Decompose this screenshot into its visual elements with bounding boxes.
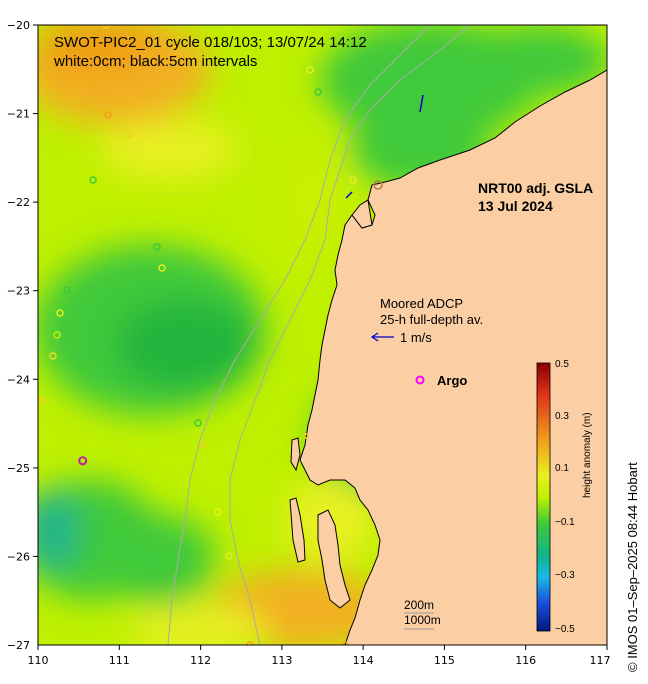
adcp-scale-arrow bbox=[370, 332, 394, 342]
y-tick-label: −25 bbox=[7, 462, 30, 475]
adcp-legend-subtitle: 25-h full-depth av. bbox=[380, 312, 484, 327]
adcp-vectors bbox=[345, 94, 424, 199]
x-tick-label: 110 bbox=[28, 654, 49, 667]
y-tick-label: −20 bbox=[7, 19, 30, 32]
product-date: 13 Jul 2024 bbox=[478, 198, 553, 214]
x-tick-label: 115 bbox=[434, 654, 455, 667]
x-tick-label: 112 bbox=[190, 654, 211, 667]
x-tick-label: 113 bbox=[271, 654, 292, 667]
bernier-island bbox=[290, 437, 301, 472]
argo-legend-icon bbox=[415, 375, 425, 385]
x-axis bbox=[37, 645, 608, 650]
x-tick-label: 117 bbox=[590, 654, 611, 667]
product-label: NRT00 adj. GSLA bbox=[478, 180, 594, 196]
exmouth-peninsula bbox=[351, 199, 373, 229]
isobath-1000m bbox=[167, 25, 431, 645]
y-tick-label: −26 bbox=[7, 550, 30, 563]
argo-legend-label: Argo bbox=[437, 373, 468, 388]
sla-blobs bbox=[38, 25, 607, 645]
colorbar-tick: −0.5 bbox=[555, 624, 575, 635]
map-title: SWOT-PIC2_01 cycle 018/103; 13/07/24 14:… bbox=[54, 34, 367, 51]
dirk-hartog-island bbox=[289, 497, 306, 563]
land bbox=[299, 69, 607, 645]
map-field bbox=[38, 25, 607, 645]
shark-bay-peninsula bbox=[317, 509, 351, 609]
x-tick-label: 114 bbox=[353, 654, 374, 667]
adcp-scale-label: 1 m/s bbox=[400, 330, 432, 345]
y-tick-label: −22 bbox=[7, 196, 30, 209]
colorbar-tick: 0.5 bbox=[555, 359, 569, 370]
argo-float-marker bbox=[78, 456, 88, 466]
plot-frame bbox=[37, 24, 608, 646]
y-axis bbox=[33, 24, 38, 557]
isobath-200m-label: 200m bbox=[404, 598, 435, 612]
y-tick-label: −27 bbox=[7, 639, 30, 652]
colorbar-tick: 0.3 bbox=[555, 411, 569, 422]
x-tick-labels: 110 111 112 113 114 115 116 117 bbox=[28, 654, 611, 667]
colorbar-tick: −0.1 bbox=[555, 517, 575, 528]
colorbar-tick: −0.3 bbox=[555, 570, 575, 581]
imos-credit: © IMOS 01–Sep–2025 08:44 Hobart bbox=[625, 462, 640, 672]
y-tick-label: −24 bbox=[7, 373, 30, 386]
contour-legend: white:0cm; black:5cm intervals bbox=[54, 53, 258, 70]
y-tick-label: −21 bbox=[7, 108, 30, 121]
track-points bbox=[38, 25, 383, 645]
colorbar-tick: 0.1 bbox=[555, 463, 569, 474]
y-tick-label: −23 bbox=[7, 285, 30, 298]
x-tick-label: 116 bbox=[515, 654, 536, 667]
adcp-legend-title: Moored ADCP bbox=[380, 296, 464, 311]
x-tick-label: 111 bbox=[109, 654, 130, 667]
y-tick-labels: −20 −21 −22 −23 −24 −25 −26 −27 bbox=[7, 19, 30, 652]
isobath-200m bbox=[229, 25, 471, 645]
isobath-1000m-label: 1000m bbox=[404, 613, 441, 627]
colorbar bbox=[536, 362, 551, 632]
colorbar-title: height anomaly (m) bbox=[582, 412, 593, 498]
